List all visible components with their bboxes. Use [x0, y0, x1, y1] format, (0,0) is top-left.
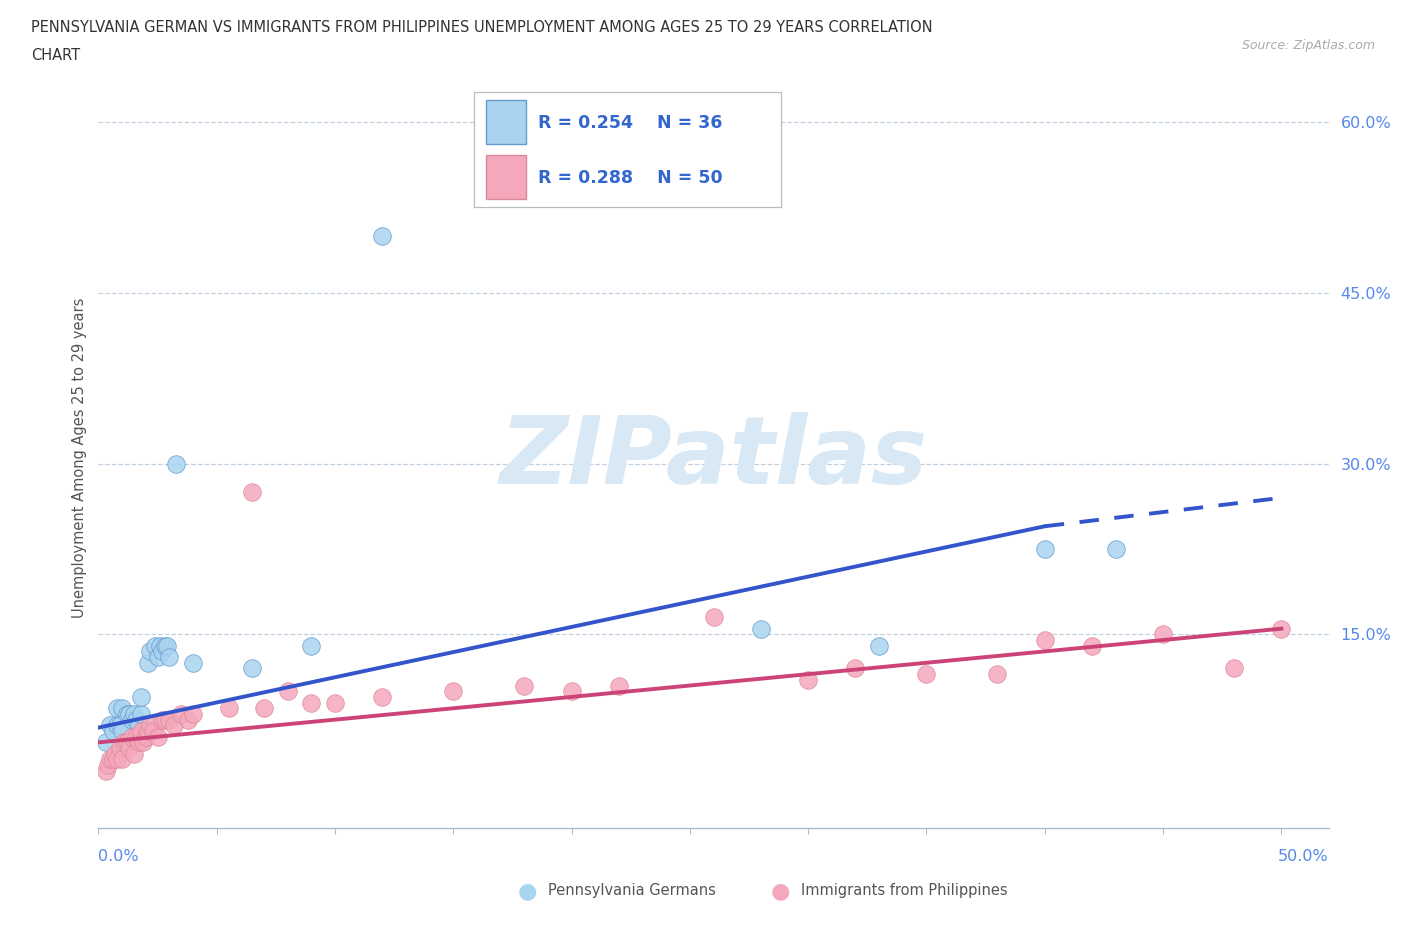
Point	[1033, 632, 1056, 647]
Point	[118, 707, 141, 722]
Point	[139, 718, 162, 733]
Point	[135, 729, 157, 744]
Point	[277, 684, 299, 698]
Point	[607, 678, 630, 693]
Point	[323, 695, 346, 710]
Point	[253, 701, 276, 716]
Point	[986, 667, 1008, 682]
Point	[111, 701, 134, 716]
Point	[125, 712, 148, 727]
Text: ZIPatlas: ZIPatlas	[499, 412, 928, 504]
Point	[111, 752, 134, 767]
Point	[121, 712, 143, 727]
Point	[797, 672, 820, 687]
Point	[181, 707, 204, 722]
Point	[108, 740, 131, 755]
Point	[915, 667, 938, 682]
Point	[105, 701, 128, 716]
Point	[129, 689, 152, 704]
Point	[128, 718, 150, 733]
Point	[115, 735, 138, 750]
Point	[143, 638, 166, 653]
Point	[101, 752, 124, 767]
Point	[142, 724, 165, 738]
Point	[132, 724, 155, 738]
Point	[868, 638, 890, 653]
Text: Immigrants from Philippines: Immigrants from Philippines	[801, 884, 1008, 898]
Point	[1081, 638, 1104, 653]
Point	[136, 656, 159, 671]
Point	[104, 746, 127, 761]
Point	[1033, 541, 1056, 556]
Y-axis label: Unemployment Among Ages 25 to 29 years: Unemployment Among Ages 25 to 29 years	[72, 298, 87, 618]
Point	[702, 610, 725, 625]
Point	[153, 712, 176, 727]
Point	[177, 712, 200, 727]
Point	[97, 758, 120, 773]
Point	[371, 229, 394, 244]
Point	[181, 656, 204, 671]
Point	[513, 678, 536, 693]
Point	[135, 724, 157, 738]
Text: CHART: CHART	[31, 48, 80, 63]
Point	[129, 707, 152, 722]
Point	[122, 746, 145, 761]
Point	[125, 729, 148, 744]
Text: Pennsylvania Germans: Pennsylvania Germans	[548, 884, 716, 898]
Point	[441, 684, 464, 698]
Point	[139, 644, 162, 658]
Point	[129, 724, 152, 738]
Point	[1152, 627, 1174, 642]
Point	[122, 707, 145, 722]
Point	[371, 689, 394, 704]
Point	[105, 752, 128, 767]
Text: ●: ●	[517, 881, 537, 901]
Point	[299, 638, 322, 653]
Point	[166, 457, 188, 472]
Point	[163, 718, 186, 733]
Point	[749, 621, 772, 636]
Point	[132, 735, 155, 750]
Text: 50.0%: 50.0%	[1278, 849, 1329, 864]
Point	[146, 650, 169, 665]
Text: 0.0%: 0.0%	[98, 849, 139, 864]
Point	[98, 752, 121, 767]
Point	[157, 712, 180, 727]
Point	[1105, 541, 1128, 556]
Point	[98, 718, 121, 733]
Text: PENNSYLVANIA GERMAN VS IMMIGRANTS FROM PHILIPPINES UNEMPLOYMENT AMONG AGES 25 TO: PENNSYLVANIA GERMAN VS IMMIGRANTS FROM P…	[31, 20, 932, 35]
Point	[136, 724, 159, 738]
Point	[218, 701, 240, 716]
Point	[121, 729, 143, 744]
Point	[157, 650, 180, 665]
Point	[153, 638, 176, 653]
Point	[118, 740, 141, 755]
Point	[94, 735, 117, 750]
Point	[111, 724, 134, 738]
Point	[1270, 621, 1292, 636]
Point	[101, 724, 124, 738]
Point	[561, 684, 583, 698]
Point	[114, 735, 136, 750]
Point	[146, 729, 169, 744]
Point	[240, 485, 263, 499]
Point	[150, 712, 173, 727]
Text: ●: ●	[770, 881, 790, 901]
Point	[240, 661, 263, 676]
Point	[149, 638, 172, 653]
Point	[156, 638, 179, 653]
Point	[170, 707, 193, 722]
Point	[94, 764, 117, 778]
Point	[105, 718, 128, 733]
Text: Source: ZipAtlas.com: Source: ZipAtlas.com	[1241, 39, 1375, 52]
Point	[108, 718, 131, 733]
Point	[844, 661, 866, 676]
Point	[299, 695, 322, 710]
Point	[1223, 661, 1246, 676]
Point	[115, 707, 138, 722]
Point	[150, 644, 173, 658]
Point	[128, 735, 150, 750]
